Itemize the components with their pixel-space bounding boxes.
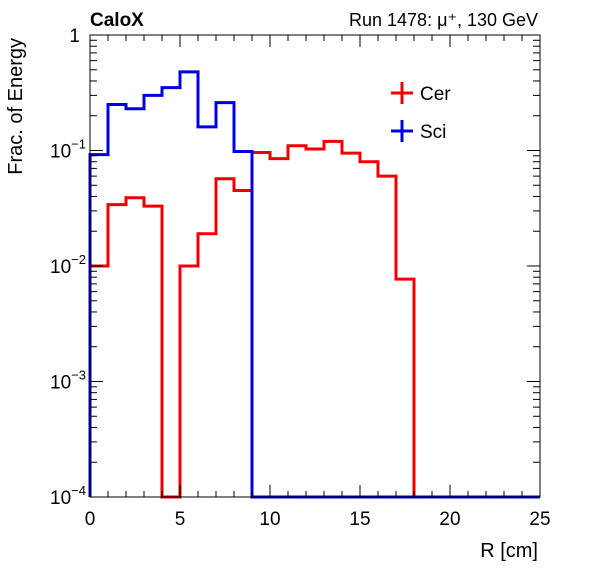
series-cer-line (88, 139, 540, 499)
x-axis-label: R [cm] (480, 540, 538, 562)
x-tick-label: 0 (85, 509, 96, 530)
experiment-label: CaloX (90, 10, 144, 31)
legend-label-sci: Sci (420, 122, 446, 143)
x-tick-label: 20 (439, 509, 460, 530)
y-tick-label: 10−1 (50, 137, 86, 163)
x-tick-label: 25 (529, 509, 550, 530)
y-tick-label: 10−2 (50, 252, 86, 278)
legend-label-cer: Cer (420, 84, 451, 105)
labels-layer: 0 5 10 15 20 25 1 10−1 10−2 10−3 10−4 (50, 26, 551, 530)
x-tick-label: 15 (349, 509, 370, 530)
legend: Cer Sci (391, 82, 451, 143)
x-tick-label: 5 (175, 509, 186, 530)
y-tick-label: 10−3 (50, 368, 86, 394)
ticks-layer (89, 35, 541, 498)
y-tick-label: 10−4 (50, 483, 86, 509)
x-tick-label: 10 (259, 509, 280, 530)
y-axis-label: Frac. of Energy (5, 38, 27, 175)
run-label: Run 1478: μ⁺, 130 GeV (349, 10, 538, 30)
y-tick-label: 1 (69, 26, 80, 47)
